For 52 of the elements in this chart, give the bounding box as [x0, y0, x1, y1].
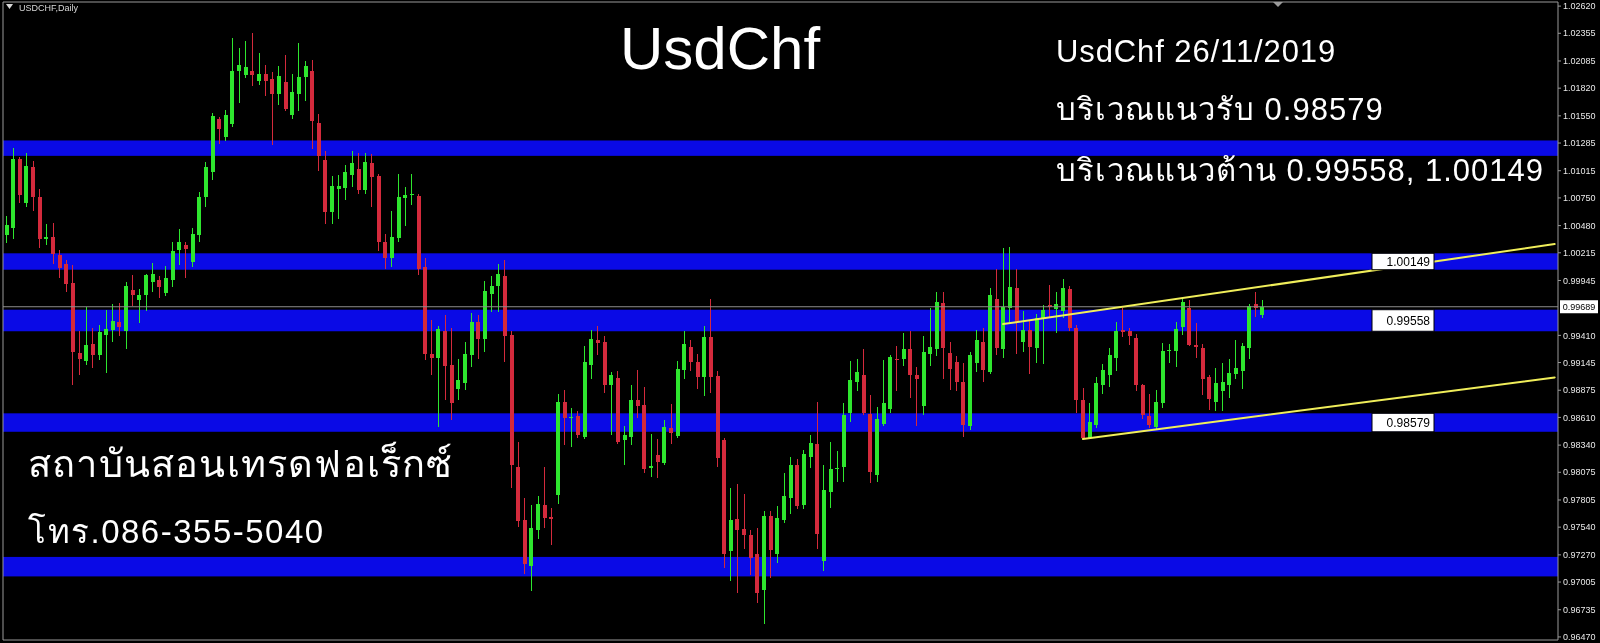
y-tick-label: 1.02355	[1563, 28, 1596, 39]
y-tick-label: 1.00215	[1563, 247, 1596, 258]
annotation: โทร.086-355-5040	[28, 513, 325, 550]
y-tick-label: 0.98610	[1563, 412, 1596, 423]
annotation: สถาบันสอนเทรดฟอเร็กซ์	[28, 441, 454, 485]
y-tick-label: 1.01820	[1563, 83, 1596, 94]
annotation: UsdChf 26/11/2019	[1056, 34, 1337, 69]
y-tick-label: 1.02085	[1563, 56, 1596, 67]
y-tick-label: 1.00750	[1563, 193, 1596, 204]
y-tick-label: 0.97270	[1563, 550, 1596, 561]
candlestick	[735, 484, 739, 593]
y-tick-label: 0.99945	[1563, 275, 1596, 286]
y-tick-label: 0.99145	[1563, 357, 1596, 368]
y-tick-label: 0.96470	[1563, 632, 1596, 643]
y-tick-label: 0.98875	[1563, 385, 1596, 396]
y-tick-label: 1.01015	[1563, 165, 1596, 176]
candlestick	[895, 345, 899, 391]
candlestick	[430, 319, 434, 376]
candlestick	[410, 174, 414, 206]
candlestick	[742, 494, 746, 549]
y-tick-label: 1.01550	[1563, 111, 1596, 122]
candlestick	[1167, 343, 1171, 364]
annotation: บริเวณแนวต้าน 0.99558, 1.00149	[1056, 153, 1544, 188]
band-label: 0.98579	[1386, 416, 1431, 431]
candlestick	[649, 433, 653, 477]
y-tick-label: 0.97805	[1563, 495, 1596, 506]
candlestick	[1121, 307, 1125, 338]
y-tick-label: 0.99410	[1563, 330, 1596, 341]
candlestick	[337, 175, 341, 220]
candlestick	[549, 507, 553, 545]
candlestick	[250, 32, 254, 87]
y-tick-label: 1.00480	[1563, 220, 1596, 231]
y-tick-label: 0.97005	[1563, 577, 1596, 588]
candlestick	[237, 48, 241, 103]
annotation: USDCHF,Daily	[19, 3, 79, 13]
candlestick	[1194, 323, 1198, 358]
candlestick	[403, 186, 407, 226]
band-label: 0.99558	[1386, 313, 1431, 328]
y-tick-label: 0.98340	[1563, 440, 1596, 451]
band-label: 1.00149	[1386, 255, 1431, 270]
y-tick-label: 0.98075	[1563, 467, 1596, 478]
y-tick-label: 1.01285	[1563, 138, 1596, 149]
candlestick	[596, 326, 600, 355]
ref-line-label: 0.99689	[1562, 302, 1596, 313]
y-tick-label: 0.97540	[1563, 522, 1596, 533]
candlestick	[835, 451, 839, 483]
y-tick-label: 1.02620	[1563, 1, 1596, 12]
y-tick-label: 0.96735	[1563, 604, 1596, 615]
annotation: บริเวณแนวรับ 0.98579	[1056, 92, 1384, 127]
candlestick	[915, 367, 919, 426]
chart-title: UsdChf	[620, 15, 821, 82]
candlestick	[569, 408, 573, 448]
